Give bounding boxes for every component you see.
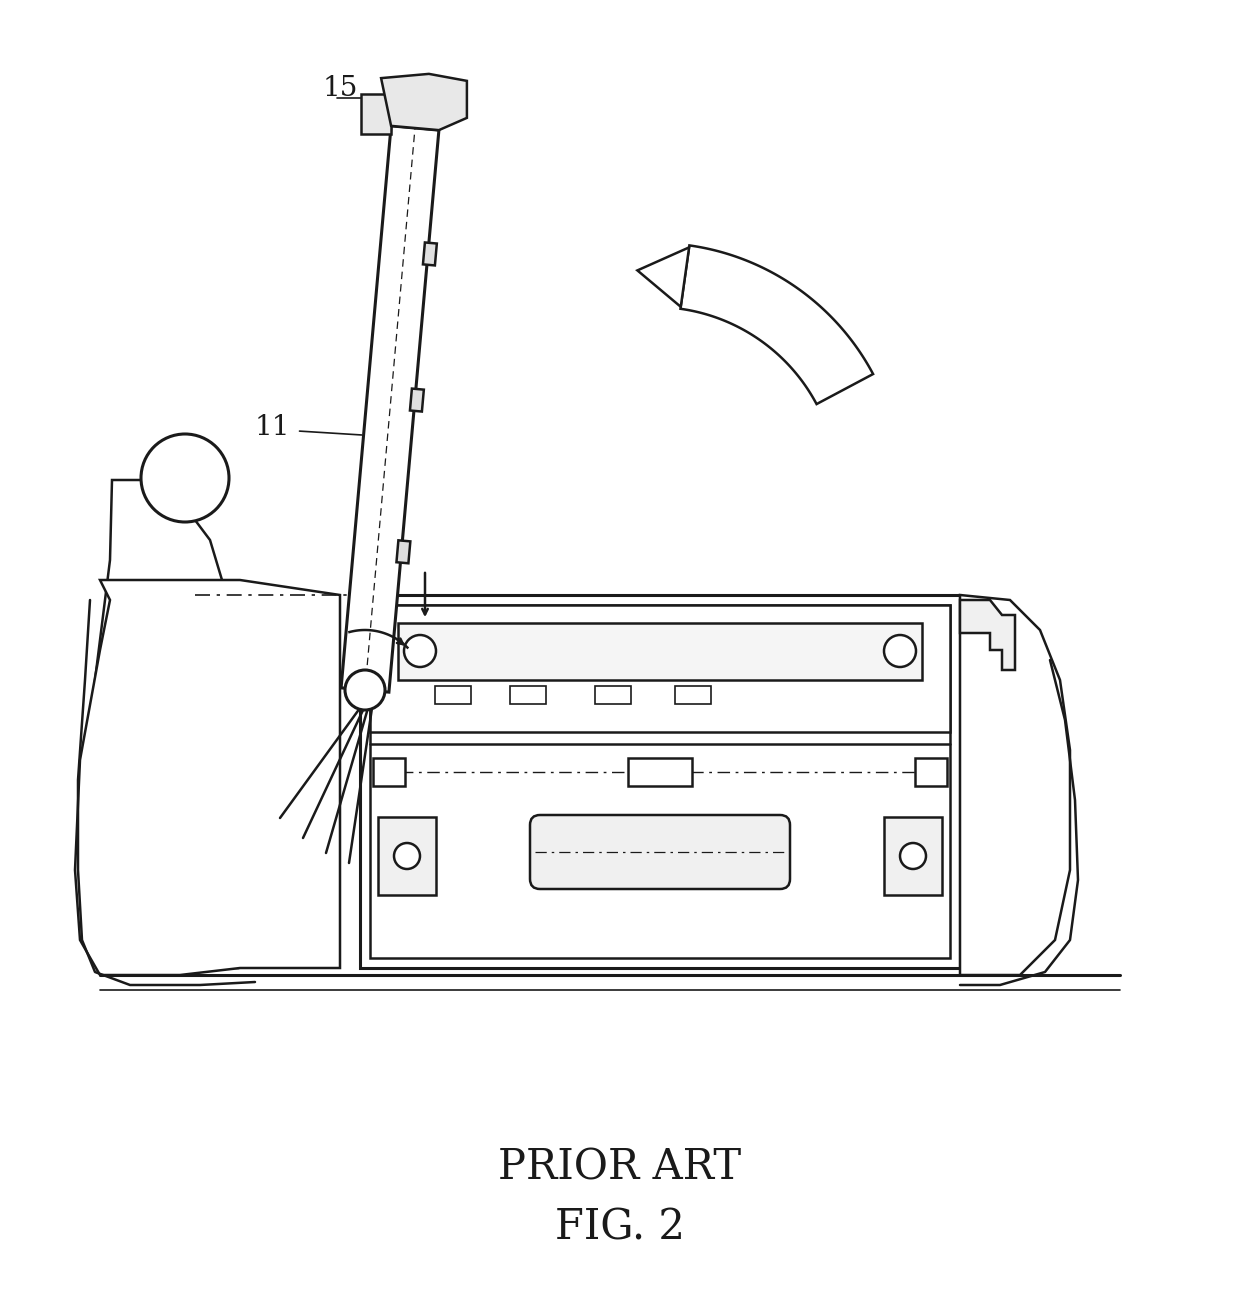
Bar xyxy=(595,686,631,704)
Polygon shape xyxy=(341,126,439,692)
Bar xyxy=(370,604,950,732)
Polygon shape xyxy=(960,595,1070,975)
Bar xyxy=(373,758,405,787)
Polygon shape xyxy=(397,540,410,564)
Circle shape xyxy=(141,434,229,522)
Circle shape xyxy=(394,843,420,869)
Polygon shape xyxy=(637,248,689,307)
Polygon shape xyxy=(361,94,391,134)
Bar xyxy=(915,758,947,787)
Circle shape xyxy=(345,670,384,711)
Bar xyxy=(627,758,692,787)
Text: 11: 11 xyxy=(254,413,290,440)
Text: FIG. 2: FIG. 2 xyxy=(556,1207,684,1249)
Text: 15: 15 xyxy=(322,75,357,101)
Bar xyxy=(360,595,960,968)
Bar xyxy=(370,604,950,958)
Circle shape xyxy=(900,843,926,869)
Polygon shape xyxy=(410,388,424,412)
FancyBboxPatch shape xyxy=(529,815,790,889)
Text: PRIOR ART: PRIOR ART xyxy=(498,1147,742,1189)
Bar xyxy=(510,686,546,704)
Circle shape xyxy=(404,635,436,667)
Bar xyxy=(398,623,923,680)
Polygon shape xyxy=(381,73,467,130)
Polygon shape xyxy=(88,480,238,968)
Polygon shape xyxy=(960,600,1016,670)
Bar xyxy=(355,676,374,703)
Bar xyxy=(675,686,711,704)
Bar xyxy=(884,817,942,895)
Polygon shape xyxy=(681,245,873,404)
Bar xyxy=(435,686,471,704)
Polygon shape xyxy=(74,579,340,975)
Bar xyxy=(378,817,436,895)
Polygon shape xyxy=(423,243,436,265)
Circle shape xyxy=(884,635,916,667)
